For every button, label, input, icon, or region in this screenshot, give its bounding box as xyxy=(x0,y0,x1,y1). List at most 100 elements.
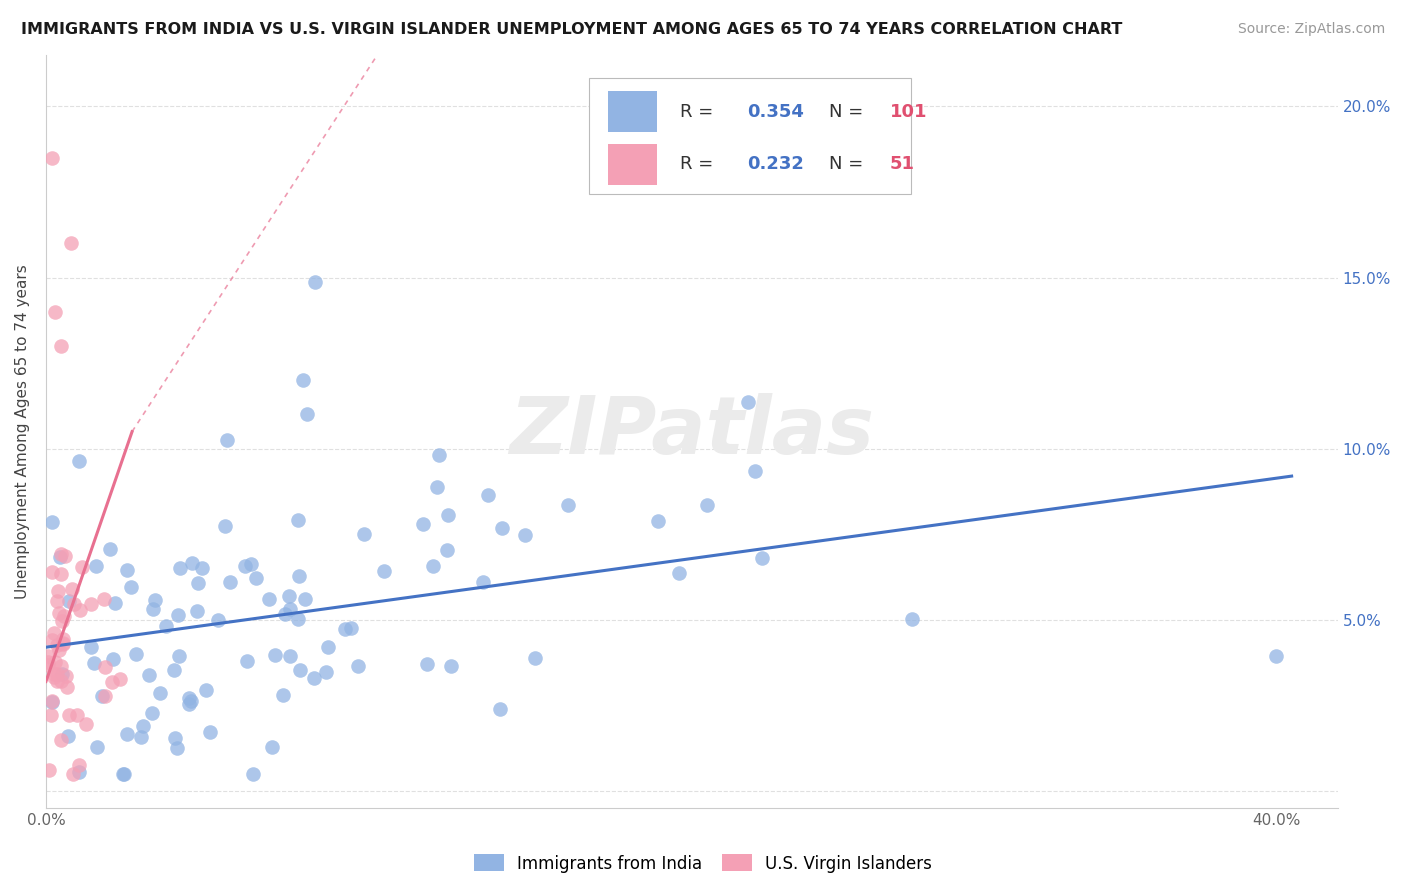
Point xyxy=(426,479,449,493)
Point xyxy=(523,650,546,665)
Point xyxy=(737,395,759,409)
Text: 0.354: 0.354 xyxy=(748,103,804,120)
Point xyxy=(41,151,63,165)
Point xyxy=(84,559,107,574)
Point xyxy=(274,607,297,622)
Point xyxy=(347,659,370,673)
Point xyxy=(38,764,60,778)
Point xyxy=(69,603,91,617)
Point xyxy=(49,658,72,673)
Text: 51: 51 xyxy=(890,155,914,173)
Point xyxy=(56,680,79,694)
Point xyxy=(52,637,75,651)
Point xyxy=(668,566,690,580)
Point xyxy=(263,648,285,662)
Point xyxy=(51,614,73,628)
Point xyxy=(51,732,73,747)
Point xyxy=(94,660,117,674)
Point xyxy=(44,670,66,684)
Point xyxy=(278,649,301,664)
FancyBboxPatch shape xyxy=(589,78,911,194)
Point xyxy=(49,549,72,564)
Point xyxy=(44,655,66,669)
Text: Source: ZipAtlas.com: Source: ZipAtlas.com xyxy=(1237,22,1385,37)
Point xyxy=(180,694,202,708)
Point xyxy=(302,671,325,685)
Point xyxy=(53,549,76,563)
Point xyxy=(45,638,67,652)
Text: N =: N = xyxy=(828,103,869,120)
Point xyxy=(41,695,63,709)
Point xyxy=(239,557,262,571)
Point xyxy=(46,594,69,608)
Point xyxy=(48,643,70,657)
Point xyxy=(169,561,191,575)
Point xyxy=(60,582,83,596)
Point xyxy=(63,597,86,611)
Point xyxy=(557,498,579,512)
Text: IMMIGRANTS FROM INDIA VS U.S. VIRGIN ISLANDER UNEMPLOYMENT AMONG AGES 65 TO 74 Y: IMMIGRANTS FROM INDIA VS U.S. VIRGIN ISL… xyxy=(21,22,1122,37)
Point xyxy=(115,727,138,741)
Y-axis label: Unemployment Among Ages 65 to 74 years: Unemployment Among Ages 65 to 74 years xyxy=(15,264,30,599)
Point xyxy=(67,765,90,780)
Point xyxy=(104,596,127,610)
Point xyxy=(46,667,69,681)
Point xyxy=(115,563,138,577)
Point xyxy=(70,560,93,574)
Point xyxy=(80,597,103,611)
Point xyxy=(245,571,267,585)
Point xyxy=(207,613,229,627)
Point xyxy=(52,632,75,646)
Point xyxy=(287,513,309,527)
Point xyxy=(287,612,309,626)
Point xyxy=(163,664,186,678)
Legend: Immigrants from India, U.S. Virgin Islanders: Immigrants from India, U.S. Virgin Islan… xyxy=(467,847,939,880)
Point xyxy=(129,731,152,745)
Point xyxy=(195,683,218,698)
Text: 101: 101 xyxy=(890,103,927,120)
Point xyxy=(477,488,499,502)
Point xyxy=(62,767,84,781)
Point xyxy=(101,675,124,690)
Point xyxy=(66,707,89,722)
Point xyxy=(278,589,301,603)
Point xyxy=(179,690,201,705)
Point xyxy=(58,730,80,744)
Point xyxy=(271,688,294,702)
Point xyxy=(696,499,718,513)
Point xyxy=(49,547,72,561)
Point xyxy=(55,669,77,683)
Point xyxy=(112,767,135,781)
FancyBboxPatch shape xyxy=(607,144,657,185)
Point xyxy=(416,657,439,671)
Text: ZIPatlas: ZIPatlas xyxy=(509,392,875,471)
Point xyxy=(58,594,80,608)
Point xyxy=(491,521,513,535)
Point xyxy=(41,565,63,579)
Point xyxy=(51,566,73,581)
Text: 0.232: 0.232 xyxy=(748,155,804,173)
Point xyxy=(125,648,148,662)
Point xyxy=(262,739,284,754)
Point xyxy=(180,556,202,570)
Text: R =: R = xyxy=(681,155,720,173)
Point xyxy=(111,767,134,781)
Point xyxy=(187,575,209,590)
Point xyxy=(49,673,72,688)
Point xyxy=(42,626,65,640)
Point xyxy=(316,640,339,655)
Point xyxy=(75,717,97,731)
Point xyxy=(58,707,80,722)
Point xyxy=(51,666,73,681)
Point xyxy=(52,636,75,650)
Point xyxy=(86,740,108,755)
Point xyxy=(333,622,356,636)
Point xyxy=(141,706,163,721)
Point xyxy=(98,541,121,556)
Point xyxy=(83,657,105,671)
Point xyxy=(412,516,434,531)
Point xyxy=(315,665,337,680)
Point xyxy=(353,527,375,541)
Point xyxy=(200,724,222,739)
Point xyxy=(304,275,326,289)
